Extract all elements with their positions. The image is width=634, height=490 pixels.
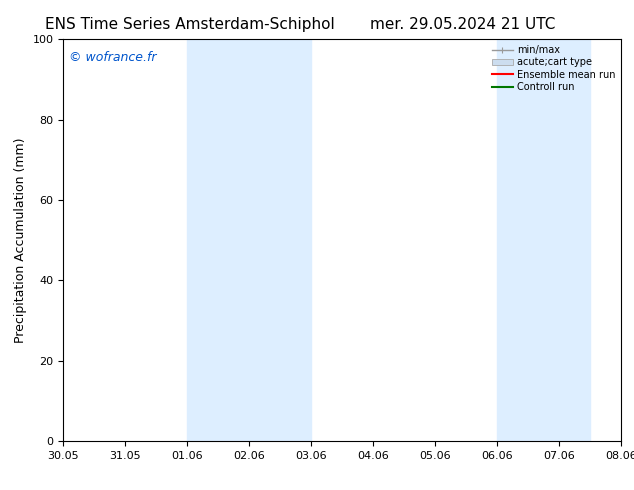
Text: ENS Time Series Amsterdam-Schiphol: ENS Time Series Amsterdam-Schiphol [45, 17, 335, 32]
Text: mer. 29.05.2024 21 UTC: mer. 29.05.2024 21 UTC [370, 17, 555, 32]
Bar [497, 39, 590, 441]
Legend: min/max, acute;cart type, Ensemble mean run, Controll run: min/max, acute;cart type, Ensemble mean … [488, 41, 619, 96]
Bar [188, 39, 311, 441]
Text: © wofrance.fr: © wofrance.fr [69, 51, 157, 64]
Y-axis label: Precipitation Accumulation (mm): Precipitation Accumulation (mm) [14, 137, 27, 343]
